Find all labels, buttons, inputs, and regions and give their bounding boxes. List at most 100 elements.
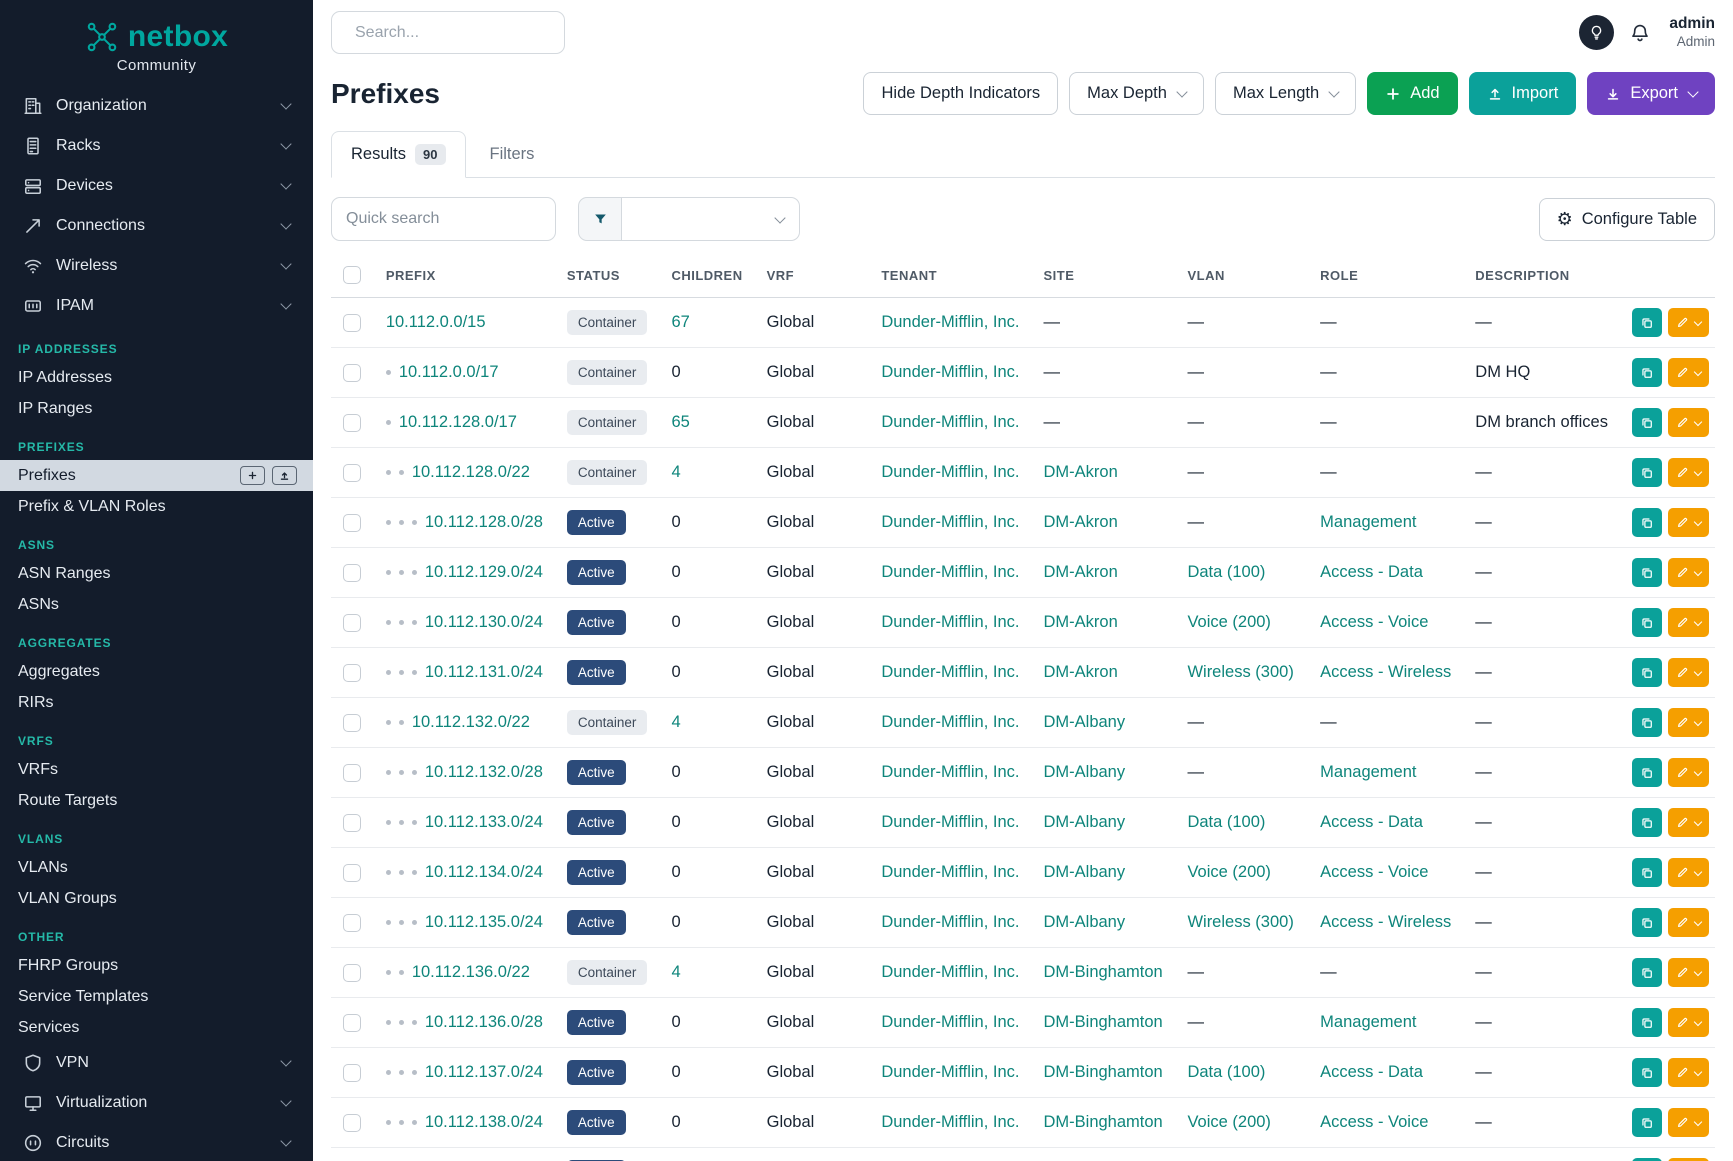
copy-button[interactable]: [1632, 1158, 1662, 1161]
row-checkbox[interactable]: [343, 913, 361, 932]
max-depth-dropdown[interactable]: Max Depth: [1069, 72, 1204, 115]
column-header-vlan[interactable]: VLAN: [1175, 253, 1309, 298]
prefix-link[interactable]: 10.112.0.0/17: [398, 363, 499, 381]
prefix-link[interactable]: 10.112.128.0/22: [411, 463, 530, 481]
quick-add-button[interactable]: [240, 466, 265, 485]
copy-button[interactable]: [1632, 608, 1662, 637]
row-checkbox[interactable]: [343, 1063, 361, 1082]
site-link[interactable]: DM-Akron: [1043, 563, 1118, 581]
copy-button[interactable]: [1632, 308, 1662, 337]
row-checkbox[interactable]: [343, 713, 361, 732]
copy-button[interactable]: [1632, 808, 1662, 837]
children-count-link[interactable]: 4: [671, 713, 681, 731]
prefix-link[interactable]: 10.112.136.0/22: [411, 963, 530, 981]
vlan-link[interactable]: Voice (200): [1187, 863, 1271, 881]
children-count-link[interactable]: 67: [671, 313, 690, 331]
prefix-link[interactable]: 10.112.132.0/28: [424, 763, 543, 781]
prefix-link[interactable]: 10.112.136.0/28: [424, 1013, 543, 1031]
sidebar-nav-wireless[interactable]: Wireless: [0, 246, 313, 286]
add-button[interactable]: Add: [1367, 72, 1458, 115]
tenant-link[interactable]: Dunder-Mifflin, Inc.: [881, 613, 1020, 631]
copy-button[interactable]: [1632, 958, 1662, 987]
row-checkbox[interactable]: [343, 1013, 361, 1032]
site-link[interactable]: DM-Albany: [1043, 863, 1126, 881]
sidebar-nav-virtualization[interactable]: Virtualization: [0, 1083, 313, 1123]
site-link[interactable]: DM-Akron: [1043, 613, 1118, 631]
sidebar-item-service-templates[interactable]: Service Templates: [0, 981, 313, 1012]
row-checkbox[interactable]: [343, 513, 361, 532]
tenant-link[interactable]: Dunder-Mifflin, Inc.: [881, 1063, 1020, 1081]
tenant-link[interactable]: Dunder-Mifflin, Inc.: [881, 313, 1020, 331]
prefix-link[interactable]: 10.112.138.0/24: [424, 1113, 543, 1131]
column-header-prefix[interactable]: PREFIX: [373, 253, 555, 298]
copy-button[interactable]: [1632, 508, 1662, 537]
sidebar-item-ip-addresses[interactable]: IP Addresses: [0, 362, 313, 393]
role-link[interactable]: Access - Wireless: [1320, 913, 1452, 931]
sidebar-item-aggregates[interactable]: Aggregates: [0, 656, 313, 687]
sidebar-item-prefixes[interactable]: Prefixes: [0, 460, 313, 491]
row-checkbox[interactable]: [343, 813, 361, 832]
site-link[interactable]: DM-Albany: [1043, 713, 1126, 731]
row-checkbox[interactable]: [343, 1113, 361, 1132]
sidebar-item-asns[interactable]: ASNs: [0, 589, 313, 620]
theme-toggle-button[interactable]: [1579, 15, 1615, 50]
column-header-site[interactable]: SITE: [1031, 253, 1176, 298]
column-header-tenant[interactable]: TENANT: [869, 253, 1032, 298]
copy-button[interactable]: [1632, 758, 1662, 787]
sidebar-nav-vpn[interactable]: VPN: [0, 1043, 313, 1083]
tenant-link[interactable]: Dunder-Mifflin, Inc.: [881, 363, 1020, 381]
row-checkbox[interactable]: [343, 763, 361, 782]
copy-button[interactable]: [1632, 408, 1662, 437]
copy-button[interactable]: [1632, 908, 1662, 937]
sidebar-item-services[interactable]: Services: [0, 1012, 313, 1043]
global-search[interactable]: [331, 11, 565, 54]
copy-button[interactable]: [1632, 858, 1662, 887]
children-count-link[interactable]: 4: [671, 463, 681, 481]
prefix-link[interactable]: 10.112.130.0/24: [424, 613, 543, 631]
tenant-link[interactable]: Dunder-Mifflin, Inc.: [881, 1013, 1020, 1031]
site-link[interactable]: DM-Albany: [1043, 763, 1126, 781]
user-menu[interactable]: admin Admin: [1669, 14, 1715, 50]
sidebar-item-asn-ranges[interactable]: ASN Ranges: [0, 558, 313, 589]
row-checkbox[interactable]: [343, 863, 361, 882]
vlan-link[interactable]: Data (100): [1187, 813, 1266, 831]
sidebar-item-ip-ranges[interactable]: IP Ranges: [0, 393, 313, 424]
sidebar-item-route-targets[interactable]: Route Targets: [0, 785, 313, 816]
site-link[interactable]: DM-Albany: [1043, 813, 1126, 831]
copy-button[interactable]: [1632, 458, 1662, 487]
prefix-link[interactable]: 10.112.137.0/24: [424, 1063, 543, 1081]
copy-button[interactable]: [1632, 1008, 1662, 1037]
site-link[interactable]: DM-Binghamton: [1043, 963, 1163, 981]
column-header-vrf[interactable]: VRF: [754, 253, 870, 298]
tenant-link[interactable]: Dunder-Mifflin, Inc.: [881, 863, 1020, 881]
row-checkbox[interactable]: [343, 363, 361, 382]
sidebar-item-rirs[interactable]: RIRs: [0, 687, 313, 718]
tab-filters[interactable]: Filters: [489, 145, 535, 163]
vlan-link[interactable]: Data (100): [1187, 1063, 1266, 1081]
edit-button[interactable]: [1668, 308, 1709, 337]
sidebar-item-prefix-vlan-roles[interactable]: Prefix & VLAN Roles: [0, 491, 313, 522]
tenant-link[interactable]: Dunder-Mifflin, Inc.: [881, 563, 1020, 581]
edit-button[interactable]: [1668, 1158, 1709, 1161]
row-checkbox[interactable]: [343, 563, 361, 582]
site-link[interactable]: DM-Akron: [1043, 513, 1118, 531]
tenant-link[interactable]: Dunder-Mifflin, Inc.: [881, 963, 1020, 981]
prefix-link[interactable]: 10.112.134.0/24: [424, 863, 543, 881]
global-search-input[interactable]: [355, 23, 562, 42]
tenant-link[interactable]: Dunder-Mifflin, Inc.: [881, 1113, 1020, 1131]
role-link[interactable]: Access - Voice: [1320, 863, 1429, 881]
role-link[interactable]: Access - Voice: [1320, 1113, 1429, 1131]
sidebar-item-vrfs[interactable]: VRFs: [0, 754, 313, 785]
copy-button[interactable]: [1632, 358, 1662, 387]
notifications-button[interactable]: [1629, 22, 1651, 44]
column-header-status[interactable]: STATUS: [554, 253, 660, 298]
edit-button[interactable]: [1668, 958, 1709, 987]
sidebar-nav-racks[interactable]: Racks: [0, 126, 313, 166]
tenant-link[interactable]: Dunder-Mifflin, Inc.: [881, 913, 1020, 931]
role-link[interactable]: Access - Data: [1320, 813, 1423, 831]
site-link[interactable]: DM-Binghamton: [1043, 1113, 1163, 1131]
sidebar-nav-circuits[interactable]: Circuits: [0, 1123, 313, 1161]
prefix-link[interactable]: 10.112.128.0/28: [424, 513, 543, 531]
role-link[interactable]: Management: [1320, 1013, 1417, 1031]
tenant-link[interactable]: Dunder-Mifflin, Inc.: [881, 663, 1020, 681]
